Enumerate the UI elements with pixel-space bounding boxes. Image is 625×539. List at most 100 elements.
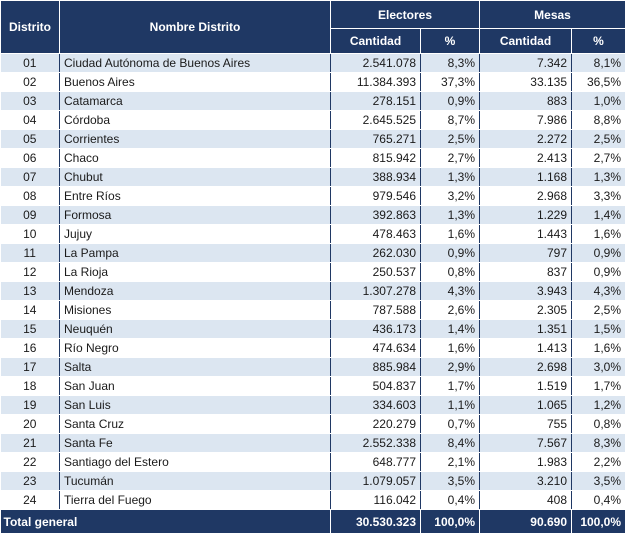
mesas-pct: 8,8%	[571, 110, 625, 130]
header-nombre-distrito: Nombre Distrito	[59, 0, 331, 54]
mesas-cantidad: 7.342	[479, 53, 572, 73]
electores-cantidad: 2.645.525	[330, 110, 421, 130]
mesas-cantidad: 7.567	[479, 433, 572, 453]
mesas-pct: 2,2%	[571, 452, 625, 472]
district-name: Jujuy	[59, 224, 331, 244]
electores-cantidad: 885.984	[330, 357, 421, 377]
district-name: Chaco	[59, 148, 331, 168]
district-name: La Rioja	[59, 262, 331, 282]
electores-pct: 2,1%	[420, 452, 480, 472]
mesas-cantidad: 2.305	[479, 300, 572, 320]
table-row: 21 Santa Fe 2.552.338 8,4% 7.567 8,3%	[0, 433, 625, 453]
district-code: 22	[0, 452, 60, 472]
electores-cantidad: 2.552.338	[330, 433, 421, 453]
district-code: 16	[0, 338, 60, 358]
electores-pct: 1,4%	[420, 319, 480, 339]
electores-cantidad: 392.863	[330, 205, 421, 225]
table-row: 18 San Juan 504.837 1,7% 1.519 1,7%	[0, 376, 625, 396]
mesas-cantidad: 1.443	[479, 224, 572, 244]
mesas-cantidad: 837	[479, 262, 572, 282]
mesas-pct: 4,3%	[571, 281, 625, 301]
district-name: Chubut	[59, 167, 331, 187]
mesas-cantidad: 797	[479, 243, 572, 263]
total-label: Total general	[0, 509, 331, 534]
district-code: 19	[0, 395, 60, 415]
district-code: 03	[0, 91, 60, 111]
header-distrito: Distrito	[0, 0, 60, 54]
electores-pct: 0,8%	[420, 262, 480, 282]
electores-pct: 2,9%	[420, 357, 480, 377]
mesas-cantidad: 1.519	[479, 376, 572, 396]
electores-cantidad: 436.173	[330, 319, 421, 339]
district-code: 23	[0, 471, 60, 491]
mesas-pct: 1,5%	[571, 319, 625, 339]
table-row: 19 San Luis 334.603 1,1% 1.065 1,2%	[0, 395, 625, 415]
district-code: 08	[0, 186, 60, 206]
district-name: Río Negro	[59, 338, 331, 358]
mesas-pct: 1,2%	[571, 395, 625, 415]
mesas-pct: 3,0%	[571, 357, 625, 377]
mesas-pct: 36,5%	[571, 72, 625, 92]
table-row: 07 Chubut 388.934 1,3% 1.168 1,3%	[0, 167, 625, 187]
table-row: 11 La Pampa 262.030 0,9% 797 0,9%	[0, 243, 625, 263]
table-row: 24 Tierra del Fuego 116.042 0,4% 408 0,4%	[0, 490, 625, 510]
header-electores-pct: %	[420, 28, 480, 54]
header-electores-cantidad: Cantidad	[330, 28, 421, 54]
mesas-pct: 8,3%	[571, 433, 625, 453]
table-row: 12 La Rioja 250.537 0,8% 837 0,9%	[0, 262, 625, 282]
district-code: 24	[0, 490, 60, 510]
header-electores: Electores	[330, 0, 480, 29]
district-code: 18	[0, 376, 60, 396]
electores-pct: 3,2%	[420, 186, 480, 206]
district-name: Buenos Aires	[59, 72, 331, 92]
district-code: 04	[0, 110, 60, 130]
electores-cantidad: 979.546	[330, 186, 421, 206]
mesas-cantidad: 755	[479, 414, 572, 434]
table-row: 20 Santa Cruz 220.279 0,7% 755 0,8%	[0, 414, 625, 434]
mesas-cantidad: 2.698	[479, 357, 572, 377]
table-row: 14 Misiones 787.588 2,6% 2.305 2,5%	[0, 300, 625, 320]
mesas-pct: 0,4%	[571, 490, 625, 510]
district-code: 06	[0, 148, 60, 168]
mesas-pct: 0,9%	[571, 243, 625, 263]
mesas-cantidad: 1.229	[479, 205, 572, 225]
electores-cantidad: 504.837	[330, 376, 421, 396]
table-row: 13 Mendoza 1.307.278 4,3% 3.943 4,3%	[0, 281, 625, 301]
table-row: 23 Tucumán 1.079.057 3,5% 3.210 3,5%	[0, 471, 625, 491]
electores-cantidad: 220.279	[330, 414, 421, 434]
district-code: 12	[0, 262, 60, 282]
district-code: 07	[0, 167, 60, 187]
table-row: 05 Corrientes 765.271 2,5% 2.272 2,5%	[0, 129, 625, 149]
district-code: 09	[0, 205, 60, 225]
mesas-pct: 1,3%	[571, 167, 625, 187]
electores-pct: 3,5%	[420, 471, 480, 491]
table-row: 22 Santiago del Estero 648.777 2,1% 1.983 2,2…	[0, 452, 625, 472]
mesas-cantidad: 3.943	[479, 281, 572, 301]
mesas-cantidad: 3.210	[479, 471, 572, 491]
district-code: 17	[0, 357, 60, 377]
mesas-cantidad: 2.272	[479, 129, 572, 149]
table-row: 01 Ciudad Autónoma de Buenos Aires 2.541.0…	[0, 53, 625, 73]
district-name: Tucumán	[59, 471, 331, 491]
electores-cantidad: 334.603	[330, 395, 421, 415]
electores-pct: 1,3%	[420, 167, 480, 187]
mesas-cantidad: 1.168	[479, 167, 572, 187]
electores-cantidad: 1.307.278	[330, 281, 421, 301]
header-mesas: Mesas	[478, 0, 625, 29]
mesas-pct: 2,5%	[571, 300, 625, 320]
district-name: Entre Ríos	[59, 186, 331, 206]
electores-cantidad: 11.384.393	[330, 72, 421, 92]
mesas-cantidad: 1.351	[479, 319, 572, 339]
district-code: 10	[0, 224, 60, 244]
electores-cantidad: 1.079.057	[330, 471, 421, 491]
table-row: 09 Formosa 392.863 1,3% 1.229 1,4%	[0, 205, 625, 225]
district-name: San Juan	[59, 376, 331, 396]
electores-cantidad: 262.030	[330, 243, 421, 263]
district-name: Salta	[59, 357, 331, 377]
mesas-cantidad: 2.968	[479, 186, 572, 206]
district-name: Misiones	[59, 300, 331, 320]
electores-pct: 0,4%	[420, 490, 480, 510]
district-code: 01	[0, 53, 60, 73]
mesas-pct: 0,8%	[571, 414, 625, 434]
electores-cantidad: 388.934	[330, 167, 421, 187]
